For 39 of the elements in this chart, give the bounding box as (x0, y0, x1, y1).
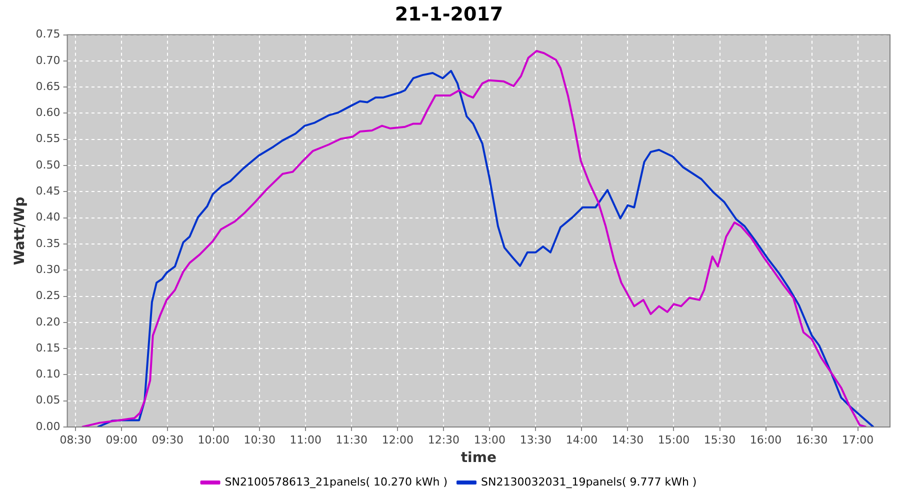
x-tick-label: 14:30 (612, 433, 644, 446)
x-tick-label: 13:30 (520, 433, 552, 446)
y-tick-label: 0.70 (36, 54, 60, 67)
x-tick-label: 17:00 (842, 433, 874, 446)
y-tick-label: 0.35 (36, 236, 60, 250)
x-tick-label: 13:00 (474, 433, 506, 446)
y-tick-label: 0.50 (36, 158, 60, 172)
y-tick-label: 0.10 (36, 368, 60, 381)
y-tick-label: 0.20 (36, 315, 60, 328)
x-tick-label: 10:30 (244, 433, 276, 446)
x-tick-label: 10:00 (198, 433, 230, 446)
y-tick-label: 0.05 (36, 394, 60, 407)
y-tick-label: 0.45 (36, 184, 60, 198)
x-tick-label: 11:30 (336, 433, 368, 446)
legend-label: SN2100578613_21panels( 10.270 kWh ) (224, 475, 448, 488)
y-tick-label: 0.30 (36, 262, 60, 276)
x-axis-title: time (460, 450, 496, 466)
y-tick-label: 0.25 (36, 289, 60, 302)
x-tick-label: 14:00 (566, 433, 598, 446)
x-tick-label: 11:00 (290, 433, 322, 446)
x-tick-label: 12:30 (428, 433, 460, 446)
y-tick-label: 0.60 (36, 106, 60, 120)
y-tick-label: 0.65 (36, 80, 60, 93)
x-tick-label: 15:00 (658, 433, 690, 446)
y-tick-label: 0.55 (36, 132, 60, 146)
y-axis-title: Watt/Wp (12, 196, 28, 266)
x-tick-label: 08:30 (60, 433, 92, 446)
x-tick-label: 12:00 (382, 433, 414, 446)
legend-label: SN2130032031_19panels( 9.777 kWh ) (481, 475, 697, 488)
y-tick-label: 0.00 (36, 420, 60, 433)
x-tick-label: 16:30 (796, 433, 828, 446)
y-tick-label: 0.40 (36, 210, 60, 224)
y-tick-label: 0.15 (36, 341, 60, 354)
y-tick-label: 0.75 (36, 28, 60, 41)
x-tick-label: 09:00 (106, 433, 138, 446)
x-tick-label: 09:30 (152, 433, 184, 446)
chart-title: 21-1-2017 (394, 3, 504, 26)
x-tick-label: 16:00 (750, 433, 782, 446)
x-tick-label: 15:30 (704, 433, 736, 446)
